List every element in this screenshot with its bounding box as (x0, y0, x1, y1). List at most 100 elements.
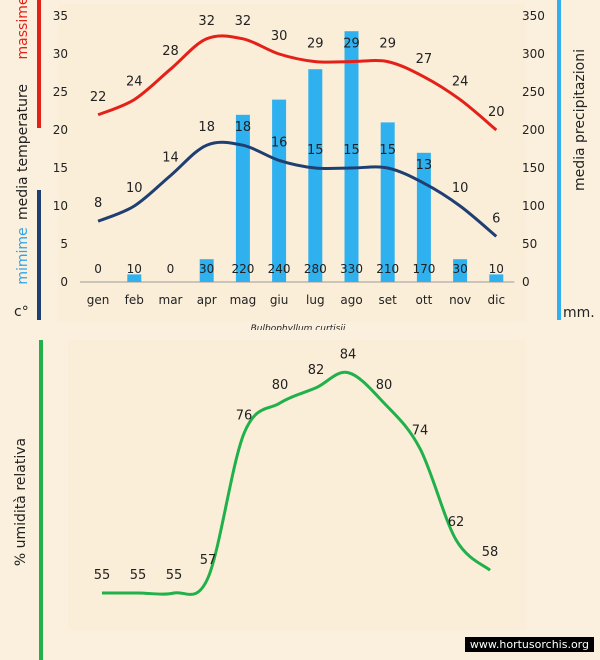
right-axis-label: media precipitazioni (572, 49, 588, 191)
left-tick-label: 10 (53, 199, 68, 213)
right-tick-label: 50 (522, 237, 537, 251)
min-temp-label: 15 (307, 143, 324, 158)
min-temp-label: 18 (198, 120, 215, 135)
min-temp-label: 8 (94, 196, 102, 211)
temperature-precipitation-chart: massime media temperature mimime c° media pr… (14, 0, 595, 330)
left-label-mid: media temperature (15, 84, 31, 220)
watermark: www.hortusorchis.org (464, 637, 594, 652)
right-tick-label: 350 (522, 9, 545, 23)
right-unit: mm. (563, 305, 595, 321)
max-temp-label: 29 (343, 37, 360, 52)
right-tick-label: 0 (522, 275, 530, 289)
right-tick-label: 100 (522, 199, 545, 213)
left-tick-label: 15 (53, 161, 68, 175)
min-temp-label: 15 (343, 143, 360, 158)
x-tick-label: mar (159, 293, 183, 307)
left-tick-label: 20 (53, 123, 68, 137)
min-temp-label: 15 (379, 143, 396, 158)
max-temp-label: 24 (126, 75, 143, 90)
left-label-min: mimime (15, 227, 31, 284)
max-temp-label: 32 (198, 14, 215, 29)
precipitation-label: 30 (199, 262, 214, 276)
precipitation-label: 280 (304, 262, 327, 276)
max-temp-label: 30 (271, 29, 288, 44)
min-temp-label: 18 (235, 120, 252, 135)
max-temp-label: 20 (488, 105, 505, 120)
right-tick-label: 250 (522, 85, 545, 99)
max-temp-line (97, 34, 498, 132)
left-label-max: massime (15, 0, 31, 59)
humidity-label: 55 (94, 568, 111, 583)
x-tick-label: set (379, 293, 398, 307)
min-temp-label: 10 (126, 181, 143, 196)
precipitation-label: 330 (340, 262, 363, 276)
plot-area (68, 340, 526, 630)
x-tick-label: gen (87, 293, 110, 307)
max-temp-label: 29 (379, 37, 396, 52)
humidity-label: 80 (376, 378, 393, 393)
min-temp-line (97, 140, 498, 238)
precipitation-bar (272, 99, 287, 282)
precipitation-label: 170 (412, 262, 435, 276)
x-tick-label: giu (270, 293, 289, 307)
precipitation-bar (199, 259, 214, 282)
precipitation-label: 210 (376, 262, 399, 276)
humidity-axis-label: % umidità relativa (13, 438, 29, 566)
humidity-line (102, 370, 491, 596)
precipitation-label: 0 (167, 262, 175, 276)
min-temp-label: 10 (452, 181, 469, 196)
x-tick-label: lug (306, 293, 325, 307)
precipitation-bar (308, 69, 323, 282)
max-temp-label: 28 (162, 44, 179, 59)
max-temp-label: 32 (235, 14, 252, 29)
humidity-label: 55 (166, 568, 183, 583)
humidity-label: 84 (340, 348, 357, 363)
precipitation-bar (344, 31, 359, 283)
precipitation-label: 240 (268, 262, 291, 276)
left-tick-label: 30 (53, 47, 68, 61)
x-tick-label: ott (416, 293, 433, 307)
precipitation-bar (453, 259, 468, 282)
precipitation-label: 10 (127, 262, 142, 276)
max-temp-label: 29 (307, 37, 324, 52)
x-tick-label: nov (449, 293, 471, 307)
humidity-label: 57 (200, 553, 217, 568)
precipitation-label: 10 (489, 262, 504, 276)
precipitation-bar (127, 274, 142, 282)
left-tick-label: 25 (53, 85, 68, 99)
chart-title: Bulbophyllum curtisii (251, 324, 346, 330)
left-tick-label: 5 (60, 237, 68, 251)
min-temp-label: 14 (162, 151, 179, 166)
precipitation-bar (489, 274, 504, 282)
x-tick-label: apr (197, 293, 217, 307)
right-tick-label: 200 (522, 123, 545, 137)
precipitation-label: 30 (452, 262, 467, 276)
max-temp-label: 22 (90, 90, 107, 105)
humidity-label: 74 (412, 424, 429, 439)
min-temp-label: 13 (416, 158, 433, 173)
left-unit: c° (14, 304, 29, 320)
right-tick-label: 150 (522, 161, 545, 175)
humidity-label: 82 (308, 363, 325, 378)
precipitation-bar (235, 114, 250, 282)
x-tick-label: mag (230, 293, 257, 307)
x-tick-label: feb (125, 293, 144, 307)
max-temp-label: 24 (452, 75, 469, 90)
humidity-label: 62 (448, 515, 465, 530)
left-tick-label: 35 (53, 9, 68, 23)
humidity-chart: % umidità relativa 55 55 55 57 76 80 82 84 80 74 62… (13, 340, 526, 660)
precipitation-label: 0 (94, 262, 102, 276)
precipitation-label: 220 (231, 262, 254, 276)
max-temp-label: 27 (416, 52, 433, 67)
humidity-label: 80 (272, 378, 289, 393)
precipitation-bar (380, 122, 395, 283)
min-temp-label: 6 (492, 211, 500, 226)
right-tick-label: 300 (522, 47, 545, 61)
x-tick-label: dic (488, 293, 506, 307)
left-tick-label: 0 (60, 275, 68, 289)
x-tick-label: ago (340, 293, 362, 307)
humidity-label: 58 (482, 545, 499, 560)
min-temp-label: 16 (271, 135, 288, 150)
humidity-label: 55 (130, 568, 147, 583)
